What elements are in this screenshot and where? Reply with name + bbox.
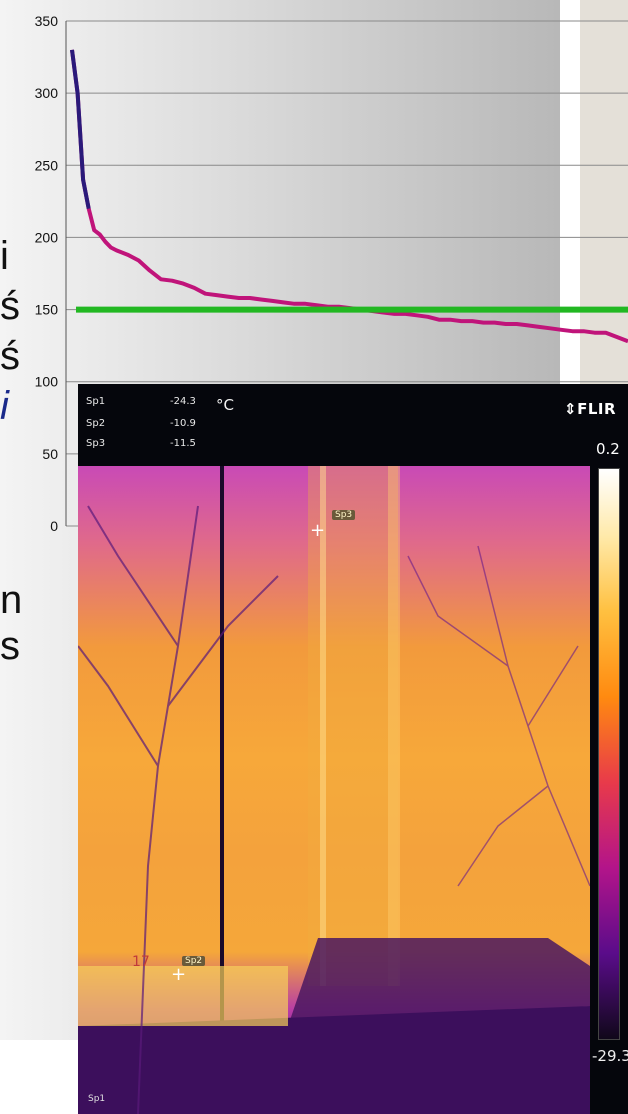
spot-value: -11.5 [170, 438, 196, 449]
building-edge [320, 466, 326, 986]
crosshair-icon: + [171, 964, 187, 985]
spot-label: Sp2 [86, 418, 106, 429]
temperature-scale-bar [598, 468, 620, 1040]
spot-value: -10.9 [170, 418, 196, 429]
y-tick-label: 100 [35, 374, 59, 390]
y-tick-label: 300 [35, 85, 59, 101]
lamp-post [220, 466, 224, 1114]
y-tick-label: 0 [50, 518, 58, 534]
spot-label: Sp1 [86, 396, 106, 407]
tree-right [407, 545, 590, 887]
y-tick-label: 350 [35, 13, 59, 29]
spot-value: -24.3 [170, 396, 196, 407]
wall-base [78, 966, 288, 1026]
y-tick-label: 150 [35, 302, 59, 318]
spot-tag-sp2: Sp2 [182, 956, 206, 966]
spot-footer-label: Sp1 [88, 1094, 106, 1104]
scale-min-value: -29.3 [592, 1047, 628, 1065]
temperature-unit: °C [216, 396, 234, 414]
cropped-text-glyph: i [0, 384, 9, 428]
thermal-header: Sp1 -24.3 Sp2 -10.9 Sp3 -11.5 °C ⇕FLIR 0… [78, 384, 628, 466]
building-edge [388, 466, 400, 986]
cropped-text-glyph: s [0, 624, 20, 668]
greenhouse-roof [288, 938, 590, 1026]
spot-tag-sp3: Sp3 [332, 510, 356, 520]
thermal-scene [78, 466, 590, 1114]
annotation-label: 17 [132, 954, 150, 970]
ground [78, 1006, 590, 1114]
flir-logo: ⇕FLIR [564, 400, 617, 418]
cropped-text-glyph: ś [0, 334, 20, 378]
tree-left [78, 505, 279, 1114]
crosshair-icon: + [310, 520, 326, 541]
thermal-image-panel: Sp1 -24.3 Sp2 -10.9 Sp3 -11.5 °C ⇕FLIR 0… [78, 384, 628, 1114]
series-line-start [70, 49, 91, 209]
y-tick-label: 50 [42, 446, 58, 462]
y-tick-label: 250 [35, 157, 59, 173]
cropped-text-glyph: ś [0, 284, 20, 328]
scale-max-value: 0.2 [596, 440, 620, 458]
y-tick-label: 200 [35, 229, 59, 245]
spot-label: Sp3 [86, 438, 106, 449]
cropped-text-glyph: i [0, 234, 9, 278]
thermal-photo: Sp3 + Sp2 + 17 [78, 466, 590, 1114]
cropped-text-glyph: n [0, 578, 23, 622]
